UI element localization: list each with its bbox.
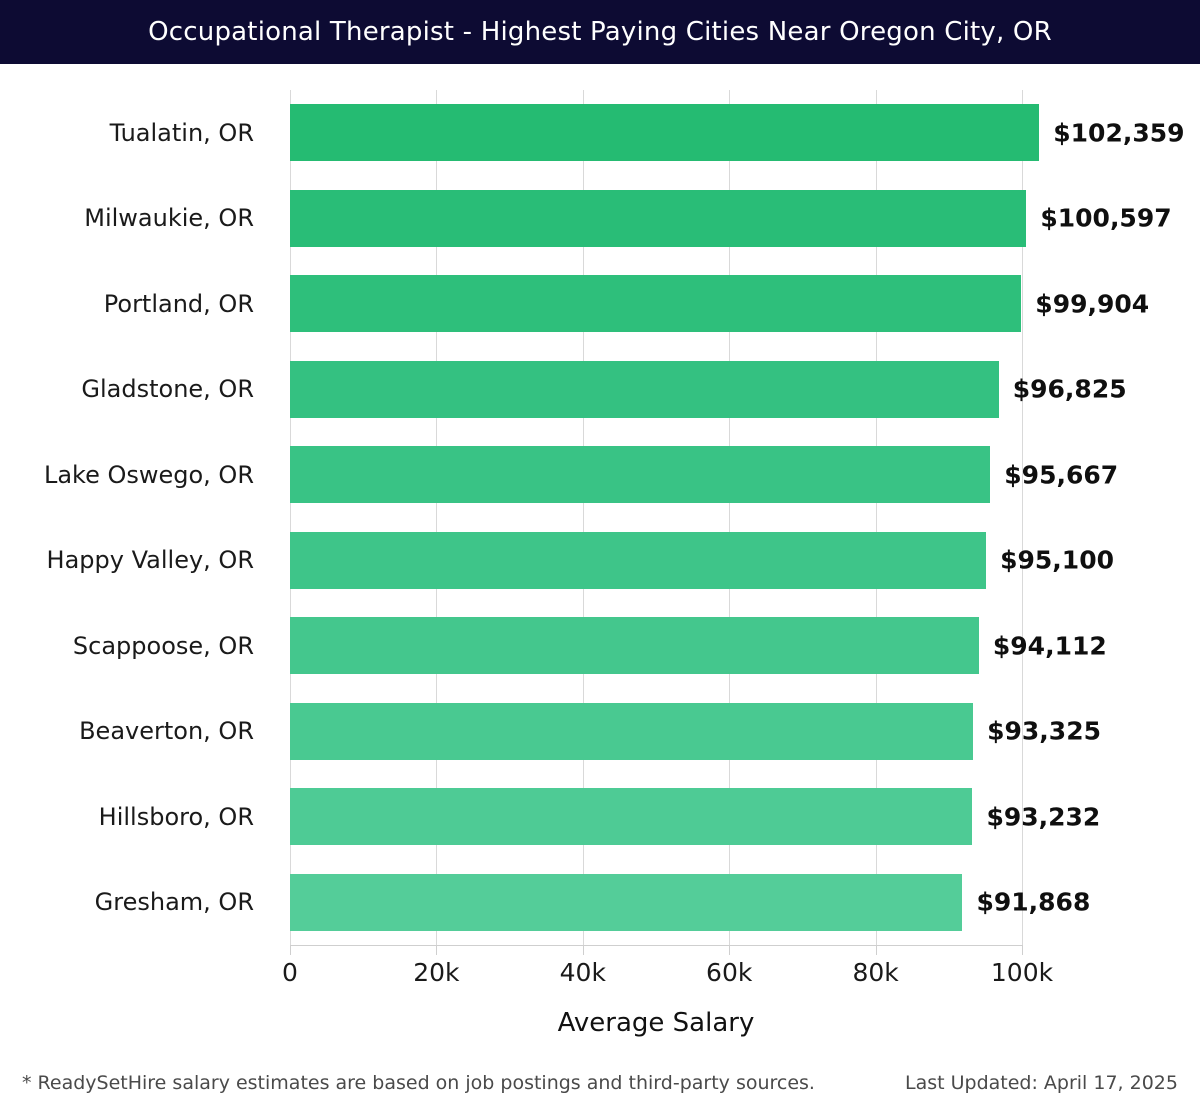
bar-value-label: $94,112 bbox=[992, 631, 1107, 661]
bar-row[interactable]: $95,100 bbox=[290, 531, 1114, 589]
bar-row[interactable]: $94,112 bbox=[290, 617, 1107, 675]
category-label: Gladstone, OR bbox=[81, 375, 254, 404]
bar[interactable] bbox=[290, 873, 963, 931]
bar-row[interactable]: $99,904 bbox=[290, 275, 1149, 333]
x-axis-tick-label: 80k bbox=[852, 958, 899, 987]
bar[interactable] bbox=[290, 617, 979, 675]
x-axis-tick-mark bbox=[436, 945, 438, 955]
x-axis-tick-label: 0 bbox=[282, 958, 298, 987]
category-label: Scappoose, OR bbox=[72, 631, 254, 660]
bar-value-label: $102,359 bbox=[1053, 118, 1185, 148]
gridline bbox=[875, 90, 877, 945]
bar[interactable] bbox=[290, 275, 1022, 333]
gridline bbox=[1022, 90, 1023, 945]
bar[interactable] bbox=[290, 189, 1027, 247]
page-title: Occupational Therapist - Highest Paying … bbox=[148, 17, 1052, 47]
bar-value-label: $99,904 bbox=[1035, 289, 1150, 319]
x-axis-tick-label: 40k bbox=[559, 958, 606, 987]
category-label: Portland, OR bbox=[103, 289, 254, 318]
gridline bbox=[436, 90, 438, 945]
bar-value-label: $100,597 bbox=[1040, 203, 1172, 233]
category-axis-labels: Tualatin, OR Milwaukie, OR Portland, OR Gla… bbox=[0, 90, 272, 945]
x-axis-tick-mark bbox=[290, 945, 291, 955]
gridline bbox=[290, 90, 291, 945]
category-label: Hillsboro, OR bbox=[98, 802, 254, 831]
chart-header-bar: Occupational Therapist - Highest Paying … bbox=[0, 0, 1200, 64]
x-axis-title: Average Salary bbox=[557, 1008, 755, 1038]
gridline bbox=[582, 90, 584, 945]
x-axis-tick-mark bbox=[582, 945, 584, 955]
x-axis-line bbox=[290, 945, 1022, 946]
x-axis-tick-label: 100k bbox=[990, 958, 1054, 987]
bar[interactable] bbox=[290, 788, 973, 846]
bar-row[interactable]: $93,325 bbox=[290, 702, 1101, 760]
bar-row[interactable]: $93,232 bbox=[290, 788, 1100, 846]
chart-footer: * ReadySetHire salary estimates are base… bbox=[0, 1072, 1200, 1120]
bar[interactable] bbox=[290, 531, 987, 589]
bar-row[interactable]: $95,667 bbox=[290, 446, 1118, 504]
bar-row[interactable]: $100,597 bbox=[290, 189, 1172, 247]
category-label: Milwaukie, OR bbox=[84, 204, 254, 233]
footer-disclaimer: * ReadySetHire salary estimates are base… bbox=[22, 1072, 815, 1094]
bar-row[interactable]: $91,868 bbox=[290, 873, 1090, 931]
bar[interactable] bbox=[290, 360, 999, 418]
category-label: Beaverton, OR bbox=[79, 717, 254, 746]
category-label: Tualatin, OR bbox=[109, 118, 254, 147]
category-label: Happy Valley, OR bbox=[46, 546, 254, 575]
bar-value-label: $96,825 bbox=[1012, 374, 1127, 404]
x-axis-tick-label: 60k bbox=[706, 958, 753, 987]
bar[interactable] bbox=[290, 446, 991, 504]
bar-value-label: $93,232 bbox=[986, 802, 1101, 832]
footer-last-updated: Last Updated: April 17, 2025 bbox=[904, 1072, 1178, 1094]
x-axis-tick-mark bbox=[1022, 945, 1023, 955]
category-label: Lake Oswego, OR bbox=[43, 460, 254, 489]
gridline bbox=[729, 90, 731, 945]
category-label: Gresham, OR bbox=[94, 888, 254, 917]
bar-value-label: $95,667 bbox=[1004, 460, 1119, 490]
x-axis-tick-mark bbox=[729, 945, 731, 955]
x-axis-tick-label: 20k bbox=[413, 958, 460, 987]
bar-value-label: $95,100 bbox=[1000, 545, 1114, 575]
bar-row[interactable]: $102,359 bbox=[290, 104, 1185, 162]
bar-value-label: $91,868 bbox=[976, 887, 1091, 917]
plot-area: $102,359 $100,597 $99,904 $96,825 $95,667 $95… bbox=[290, 90, 1185, 945]
bar[interactable] bbox=[290, 702, 974, 760]
bar-value-label: $93,325 bbox=[987, 716, 1101, 746]
bar[interactable] bbox=[290, 104, 1040, 162]
x-axis-tick-mark bbox=[875, 945, 877, 955]
bar-row[interactable]: $96,825 bbox=[290, 360, 1127, 418]
